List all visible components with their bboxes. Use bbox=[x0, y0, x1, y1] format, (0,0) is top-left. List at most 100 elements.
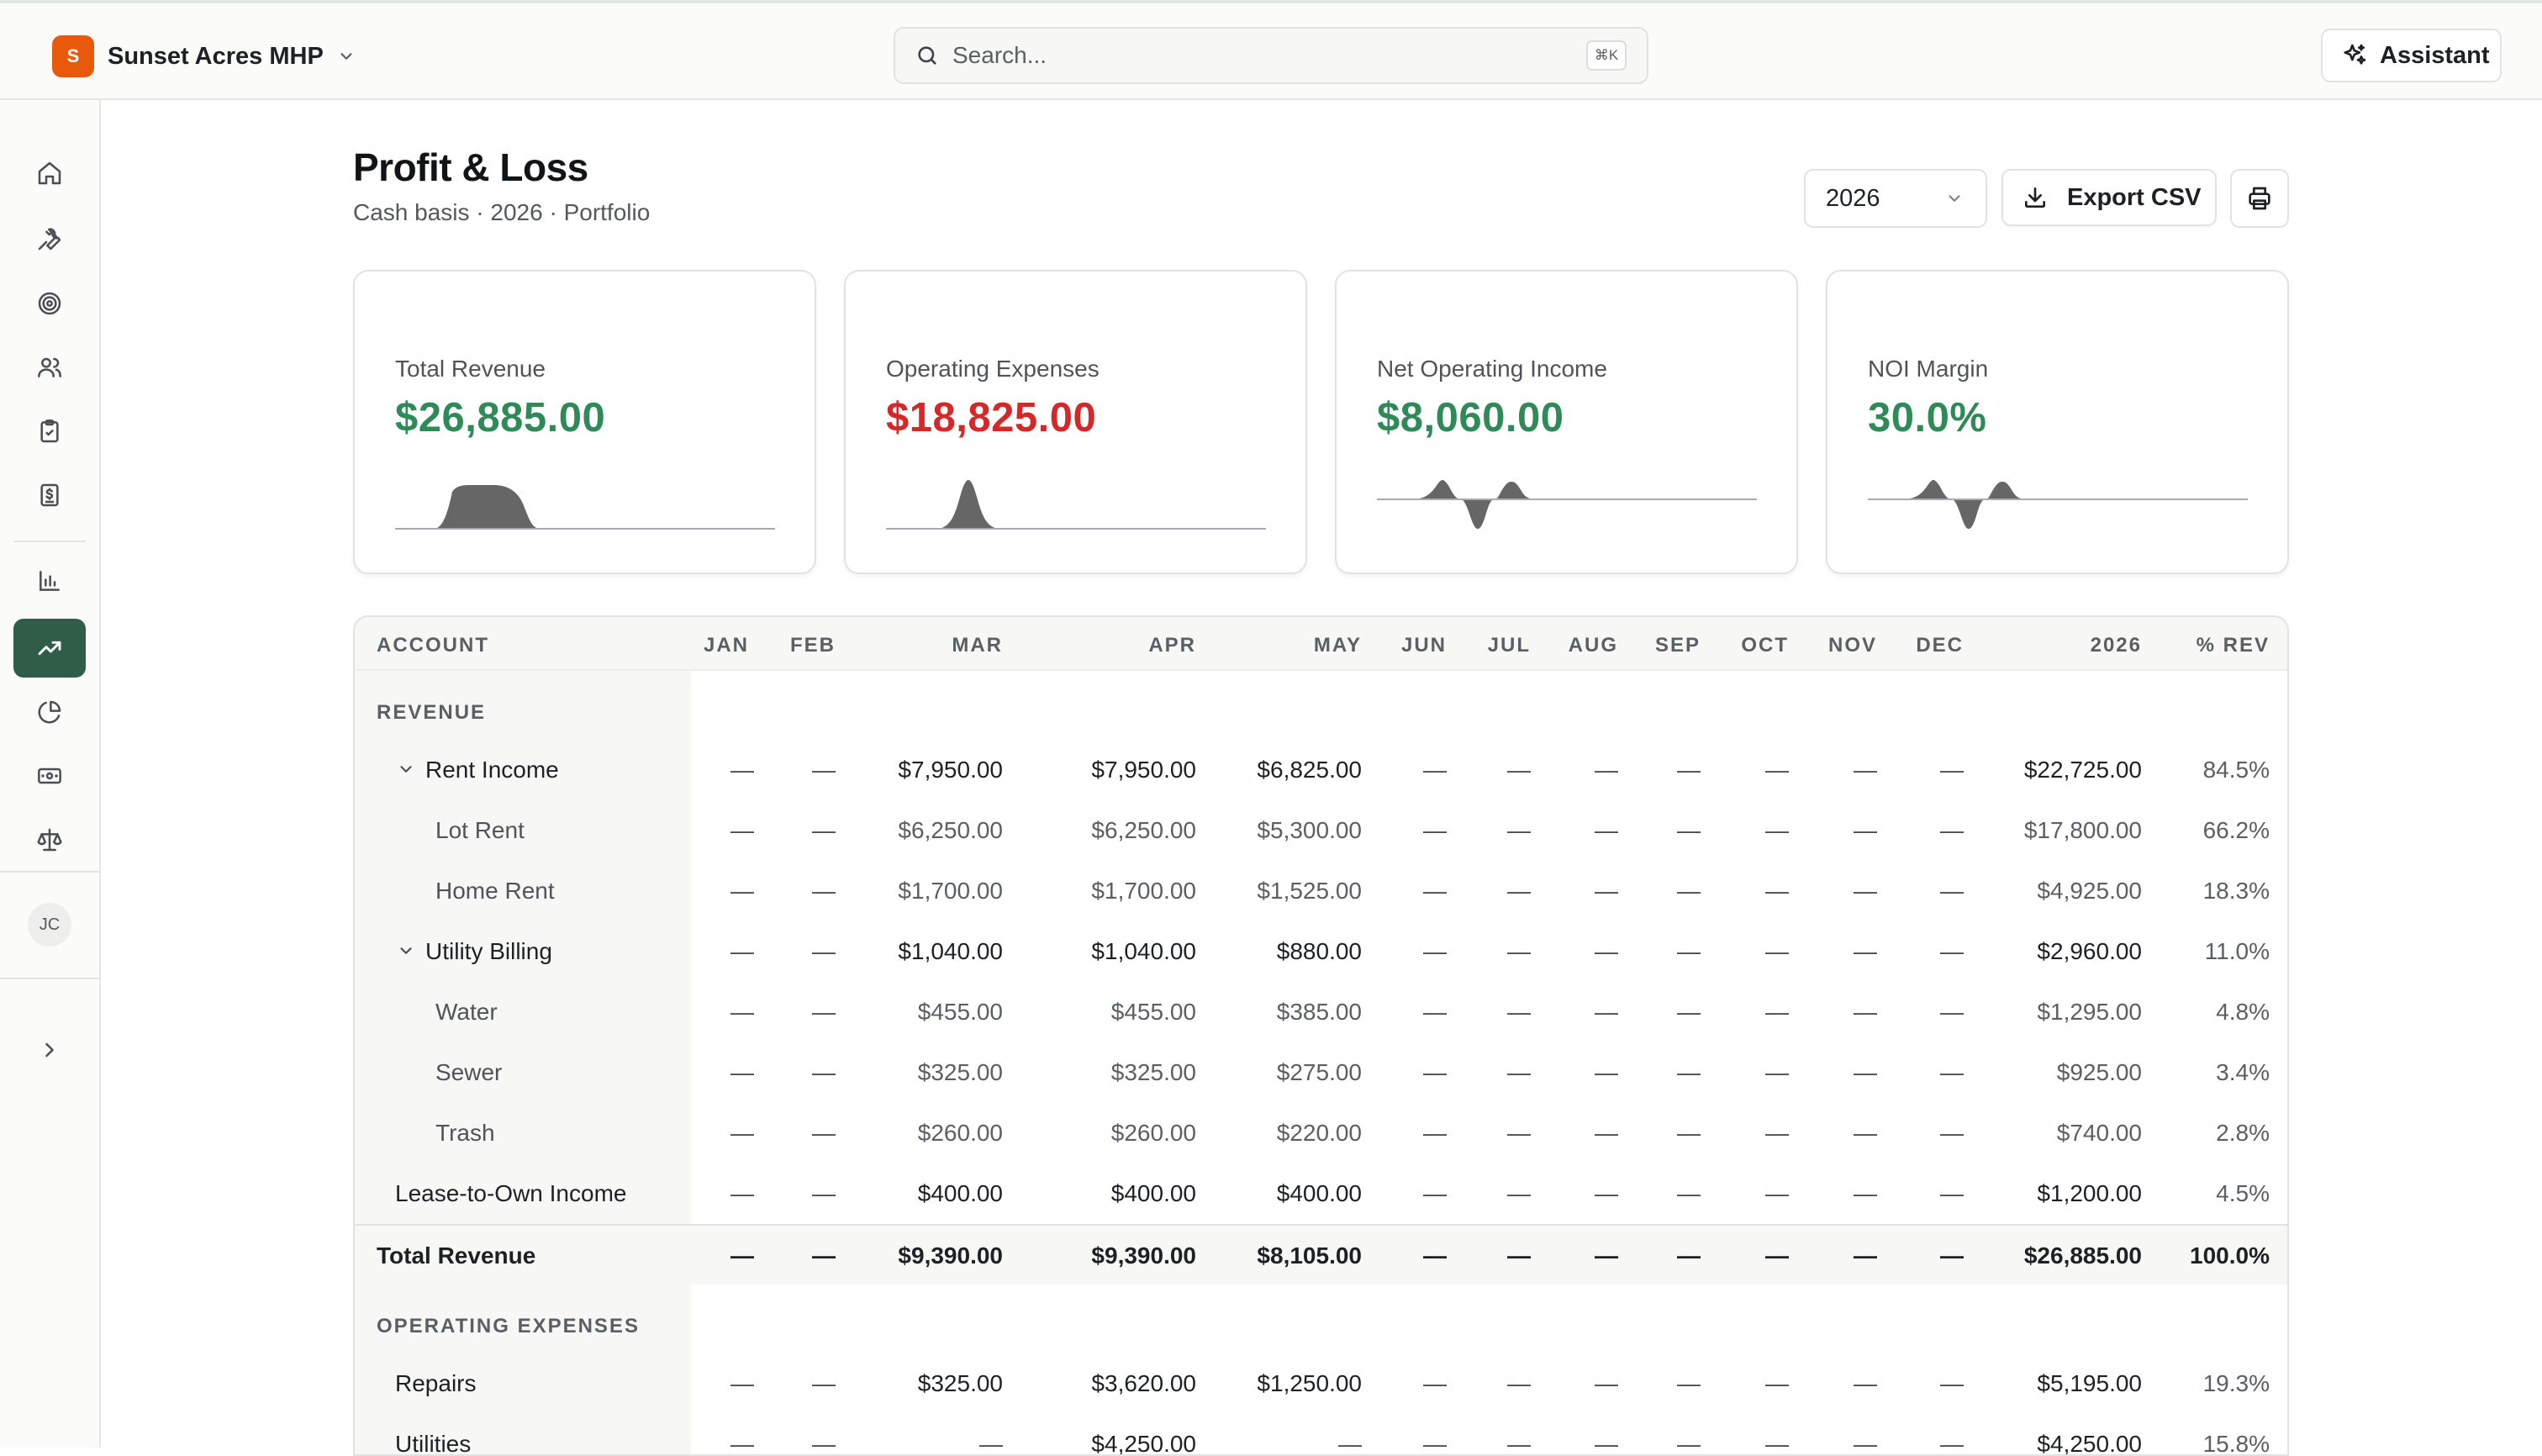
month-cell: — bbox=[1940, 1120, 1964, 1146]
month-cell: — bbox=[1507, 1431, 1531, 1456]
month-cell: $8,105.00 bbox=[1257, 1242, 1362, 1269]
column-header-apr[interactable]: APR bbox=[1148, 634, 1196, 657]
chevron-down-icon[interactable] bbox=[397, 760, 415, 778]
column-header-nov[interactable]: NOV bbox=[1827, 634, 1877, 657]
kpi-label: Operating Expenses bbox=[886, 356, 1100, 382]
month-cell: — bbox=[1423, 1370, 1447, 1396]
search-input[interactable] bbox=[952, 42, 1541, 69]
sidebar-divider bbox=[0, 871, 99, 873]
account-name: Sewer bbox=[435, 1059, 503, 1085]
month-cell: — bbox=[1940, 1242, 1964, 1269]
sidebar-item-profit-loss[interactable] bbox=[13, 619, 86, 678]
users-icon bbox=[38, 357, 61, 377]
column-header-jul[interactable]: JUL bbox=[1487, 634, 1531, 657]
month-cell: — bbox=[812, 1431, 836, 1456]
sidebar-item-payments[interactable] bbox=[13, 746, 86, 805]
column-header-rev[interactable]: % REV bbox=[2196, 634, 2270, 657]
home-icon bbox=[38, 161, 61, 185]
sidebar-item-analytics[interactable] bbox=[13, 683, 86, 741]
month-cell: — bbox=[1940, 938, 1964, 964]
org-switcher[interactable]: S Sunset Acres MHP bbox=[52, 35, 356, 77]
chevron-down-icon bbox=[340, 53, 352, 60]
column-header-oct[interactable]: OCT bbox=[1741, 634, 1789, 657]
column-header-dec[interactable]: DEC bbox=[1916, 634, 1964, 657]
account-name: Utilities bbox=[395, 1431, 472, 1456]
month-cell: $220.00 bbox=[1276, 1120, 1362, 1146]
month-cell: — bbox=[812, 1370, 836, 1396]
year-total-cell: $740.00 bbox=[2056, 1120, 2142, 1146]
year-select[interactable]: 2026 bbox=[1804, 169, 1987, 228]
month-cell: $1,700.00 bbox=[1091, 878, 1196, 904]
table-row[interactable]: Utility Billing — — $1,040.00 $1,040.00 $880.… bbox=[355, 921, 2287, 982]
sidebar-item-tasks[interactable] bbox=[13, 402, 86, 461]
receipt-icon bbox=[40, 483, 59, 507]
sidebar-item-goals[interactable] bbox=[13, 274, 86, 333]
export-csv-button[interactable]: Export CSV bbox=[2001, 169, 2217, 226]
sidebar-item-tenants[interactable] bbox=[13, 338, 86, 397]
month-cell: — bbox=[1677, 1370, 1701, 1396]
chevron-right-icon bbox=[45, 1042, 54, 1058]
month-cell: — bbox=[1940, 1431, 1964, 1456]
chevron-down-icon[interactable] bbox=[397, 942, 415, 960]
year-total-cell: $4,250.00 bbox=[2037, 1431, 2142, 1456]
month-cell: $400.00 bbox=[1110, 1180, 1196, 1206]
sidebar-item-home[interactable] bbox=[13, 144, 86, 203]
month-cell: — bbox=[1423, 1242, 1447, 1269]
month-cell: — bbox=[1595, 1180, 1618, 1206]
page-subtitle: Cash basis · 2026 · Portfolio bbox=[353, 199, 651, 225]
table-row: Lot Rent — — $6,250.00 $6,250.00 $5,300.00 — — —… bbox=[355, 800, 2287, 861]
avatar[interactable]: JC bbox=[28, 903, 71, 947]
column-header-mar[interactable]: MAR bbox=[952, 634, 1003, 657]
column-header-aug[interactable]: AUG bbox=[1568, 634, 1618, 657]
org-name: Sunset Acres MHP bbox=[108, 42, 324, 70]
sidebar-item-billing[interactable] bbox=[13, 466, 86, 525]
column-header-may[interactable]: MAY bbox=[1313, 634, 1362, 657]
month-cell: — bbox=[1595, 757, 1618, 783]
month-cell: — bbox=[1677, 878, 1701, 904]
page-title: Profit & Loss bbox=[353, 145, 588, 189]
column-header-jan[interactable]: JAN bbox=[703, 634, 749, 657]
kpi-card-total-revenue: Total Revenue $26,885.00 bbox=[353, 270, 816, 574]
account-name: Utility Billing bbox=[425, 938, 552, 964]
column-header-jun[interactable]: JUN bbox=[1400, 634, 1447, 657]
column-header-2026[interactable]: 2026 bbox=[2090, 634, 2142, 657]
account-name: Trash bbox=[435, 1120, 495, 1146]
assistant-button[interactable]: Assistant bbox=[2321, 29, 2502, 82]
sidebar-item-maintenance[interactable] bbox=[13, 209, 86, 268]
kpi-value: $18,825.00 bbox=[886, 395, 1097, 440]
column-header-sep[interactable]: SEP bbox=[1654, 634, 1701, 657]
kpi-sparkline bbox=[1868, 480, 2248, 529]
month-cell: — bbox=[730, 1370, 754, 1396]
month-cell: — bbox=[979, 1431, 1003, 1456]
print-button[interactable] bbox=[2230, 169, 2289, 228]
month-cell: — bbox=[1507, 999, 1531, 1025]
month-cell: $9,390.00 bbox=[1091, 1242, 1196, 1269]
month-cell: — bbox=[812, 999, 836, 1025]
month-cell: — bbox=[1677, 1180, 1701, 1206]
month-cell: $325.00 bbox=[917, 1370, 1003, 1396]
year-total-cell: $1,295.00 bbox=[2037, 999, 2142, 1025]
search-bar[interactable]: ⌘K bbox=[894, 27, 1648, 84]
percent-of-revenue-cell: 3.4% bbox=[2216, 1059, 2270, 1085]
column-header-feb[interactable]: FEB bbox=[790, 634, 836, 657]
month-cell: — bbox=[1595, 1242, 1618, 1269]
month-cell: — bbox=[730, 757, 754, 783]
table-row[interactable]: Rent Income — — $7,950.00 $7,950.00 $6,825.00… bbox=[355, 740, 2287, 800]
month-cell: — bbox=[730, 878, 754, 904]
sidebar-item-legal[interactable] bbox=[13, 810, 86, 869]
month-cell: — bbox=[1507, 1059, 1531, 1085]
sidebar-divider bbox=[0, 978, 99, 979]
sidebar-item-reports[interactable] bbox=[13, 551, 86, 610]
month-cell: — bbox=[730, 1431, 754, 1456]
month-cell: — bbox=[1677, 1059, 1701, 1085]
month-cell: — bbox=[730, 1120, 754, 1146]
month-cell: — bbox=[1854, 938, 1877, 964]
sidebar-expand-button[interactable] bbox=[13, 1021, 86, 1079]
month-cell: $1,040.00 bbox=[898, 938, 1003, 964]
month-cell: — bbox=[1765, 1059, 1789, 1085]
clipboard-icon bbox=[40, 419, 59, 443]
month-cell: — bbox=[1940, 1059, 1964, 1085]
wrench-icon bbox=[38, 228, 61, 251]
month-cell: — bbox=[1854, 1242, 1877, 1269]
sparkles-icon bbox=[2344, 44, 2366, 65]
